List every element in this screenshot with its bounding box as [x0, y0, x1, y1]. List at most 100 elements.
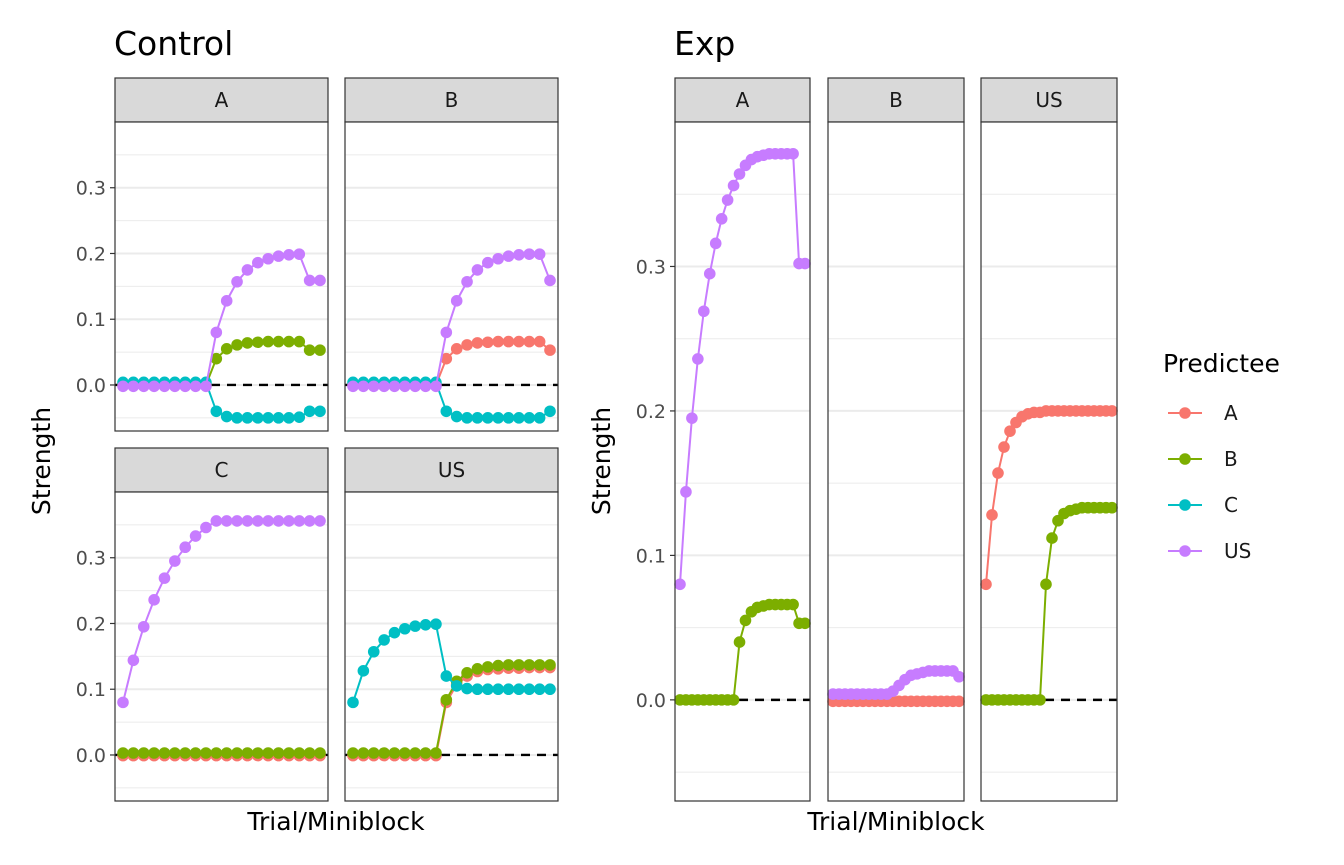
control-facet-b-series-c-point — [471, 412, 484, 424]
control-facet-a-series-us-point — [158, 380, 171, 393]
control-facet-b-series-a-point — [492, 335, 504, 348]
control-facet-a-series-b-point — [262, 335, 274, 348]
control-facet-b: B — [344, 77, 559, 432]
exp-facet-a-series-us-point — [787, 147, 799, 160]
legend-item-label: A — [1224, 401, 1238, 425]
control-facet-c-series-b-point — [148, 747, 160, 759]
control-facet-c-series-us-point — [220, 515, 233, 527]
control-facet-a-series-us-point — [231, 275, 243, 288]
control-facet-us-series-b-point — [440, 693, 453, 706]
exp-facet-a-series-b — [674, 598, 811, 706]
control-facet-c-series-us-point — [210, 515, 223, 527]
control-facet-a-series-c-point — [303, 405, 316, 418]
control-facet-b-series-us-point — [378, 380, 390, 393]
control-facet-b-series-us-point — [388, 380, 401, 393]
exp-facet-us-series-a-point — [1106, 405, 1118, 417]
control-facet-a-y-tick-label: 0.2 — [76, 243, 106, 265]
exp-facet-a-series-us-point — [715, 212, 728, 225]
control-facet-us-series-c-point — [440, 670, 453, 682]
control-facet-a-series-c-point — [283, 412, 295, 424]
exp-facet-us-series-a — [980, 405, 1118, 591]
control-facet-a-series-c-point — [231, 412, 243, 424]
exp-facet-a-series-b-point — [739, 614, 752, 627]
control-facet-b-series-c-point — [513, 412, 525, 424]
legend-item-c: C — [1168, 493, 1238, 517]
control-facet-a-series-b-point — [272, 335, 285, 348]
control-facet-c-series-b-point — [220, 747, 233, 759]
control-facet-us-series-c-point — [378, 634, 390, 646]
control-facet-b-series-a-point — [513, 335, 525, 348]
control-facet-us-series-b-point — [523, 659, 536, 671]
control-facet-c-y-tick-label: 0.1 — [76, 679, 106, 701]
exp-facet-us: US — [980, 77, 1118, 802]
legend-item-a: A — [1168, 401, 1238, 425]
control-facet-us-series-b-point — [544, 659, 556, 671]
legend-item-label: C — [1224, 493, 1238, 517]
control-facet-a-series-us-point — [189, 380, 202, 393]
control-facet-b-series-us-point — [502, 250, 515, 262]
control-facet-a-series-b-point — [303, 344, 316, 356]
control-facet-a-strip — [114, 77, 329, 123]
control-facet-c-series-b-point — [189, 747, 202, 759]
control-facet-a-series-us-point — [272, 250, 285, 262]
control-facet-us-series-c-point — [544, 683, 556, 696]
control-x-axis-title: Trial/Miniblock — [246, 807, 425, 836]
control-facet-c-series-us-point — [189, 530, 202, 542]
control-facet-b-series-c-point — [450, 410, 463, 423]
control-facet-b-series-us-point — [430, 380, 442, 393]
control-facet-b-series-a-point — [440, 352, 453, 365]
control-facet-c-series-b-point — [210, 747, 223, 759]
exp-x-axis-title: Trial/Miniblock — [806, 807, 985, 836]
exp-facet-a-series-us — [674, 147, 811, 591]
control-facet-c-series-us-point — [283, 515, 295, 527]
control-facet-c-y-tick-label: 0.2 — [76, 613, 106, 635]
control-facet-b-series-c-point — [544, 405, 556, 418]
exp-facet-a-series-b-point — [727, 694, 740, 706]
control-facet-a-strip-label: A — [215, 88, 229, 112]
control-facet-b-series-us-point — [471, 264, 484, 276]
control-facet-b-series-a-point — [450, 343, 463, 355]
control-facet-c-y-tick-label: 0.0 — [76, 745, 106, 767]
control-facet-us-series-c-point — [450, 680, 463, 692]
control-facet-c-series-us-point — [200, 521, 212, 534]
control-facet-c-series-b-point — [241, 747, 254, 759]
control-facet-b-series-a-point — [502, 335, 515, 348]
legend-key-point — [1179, 545, 1191, 557]
control-facet-c-series-us-point — [127, 654, 140, 667]
control-facet-a-series-c-point — [262, 412, 274, 424]
exp-facet-b: B — [827, 77, 965, 802]
control-facet-a-series-b-point — [231, 339, 243, 351]
control-facet-c-series-b-point — [231, 747, 243, 759]
exp-facet-us-series-a-point — [986, 509, 998, 521]
control-y-axis-title: Strength — [27, 407, 56, 515]
control-facet-us-series-c-point — [409, 620, 422, 632]
control-facet-c-series-b-point — [158, 747, 171, 759]
control-facet-a-series-us-point — [251, 256, 264, 269]
control-facet-us-series-b-point — [513, 659, 525, 671]
control-facet-a-series-c-point — [314, 405, 326, 418]
control-facet-grid: A 0.0 0.1 0.2 0.3 B C 0.0 0.1 0.2 0.3 US — [76, 77, 559, 802]
control-facet-a-series-us-point — [117, 380, 129, 393]
exp-facet-a-series-us-point — [680, 486, 692, 498]
control-facet-b-series-a-point — [461, 339, 473, 351]
control-facet-a-series-us-point — [127, 380, 140, 393]
control-facet-c-series-us-point — [262, 515, 274, 527]
control-facet-c-series-us-point — [314, 515, 326, 527]
legend-item-b: B — [1168, 447, 1238, 471]
control-facet-b-series-us-point — [481, 256, 494, 269]
control-facet-us-series-c-point — [461, 682, 473, 695]
exp-facet-a-series-b-point — [799, 617, 811, 630]
exp-facet-us-series-a-point — [992, 467, 1004, 479]
control-facet-a-series-c-point — [293, 411, 306, 423]
control-facet-us-series-c-point — [481, 683, 494, 696]
control-facet-b-series-us-point — [533, 248, 546, 260]
control-facet-us-strip — [344, 447, 559, 493]
control-facet-a-y-tick-label: 0.1 — [76, 309, 106, 331]
control-facet-a-series-c-point — [272, 412, 285, 424]
control-facet-c: C 0.0 0.1 0.2 0.3 — [76, 447, 329, 802]
control-facet-a-series-us-point — [210, 326, 223, 339]
control-facet-b-series-c-point — [481, 412, 494, 424]
exp-facet-a-y-tick-label: 0.2 — [636, 401, 666, 423]
exp-facet-us-series-b-point — [1040, 578, 1052, 591]
control-facet-us-series-b-point — [378, 747, 390, 759]
